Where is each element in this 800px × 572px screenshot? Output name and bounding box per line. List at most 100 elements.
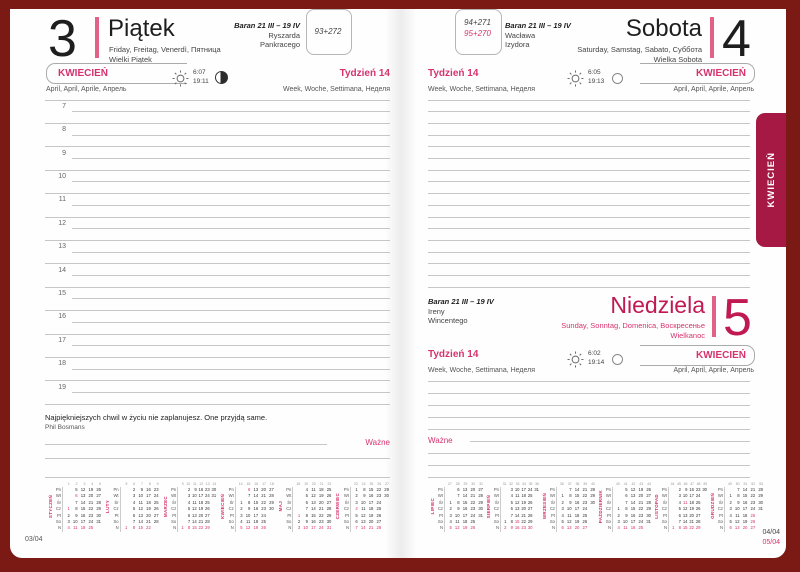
ruled-line <box>72 158 390 159</box>
left-week-number-label: Tydzień 14 <box>339 68 390 79</box>
ruled-line <box>45 146 390 148</box>
ruled-line <box>45 286 390 288</box>
mini-calendar-month-name: PAŹDZIERNIK <box>597 489 603 524</box>
mini-calendar: WRZESIEŃ 36 37 38 39 40 Pn 7 14 21 28 Wt 1 8 15 22 29 Śr 2… <box>540 481 596 532</box>
ruled-line <box>428 181 750 183</box>
hour-label: 13 <box>58 243 66 251</box>
ruled-line <box>428 393 750 394</box>
saturday-day-of-year: 94+271 <box>464 18 491 27</box>
mini-calendar-month-name: GRUDZIEŃ <box>709 493 715 520</box>
left-day-accent-bar <box>95 17 99 58</box>
moon-phase-icon <box>612 354 623 365</box>
right-page-reference: 05/04 <box>762 539 780 546</box>
saturday-week-number-label: Tydzień 14 <box>428 68 479 79</box>
ruled-line <box>428 477 750 478</box>
ruled-line <box>45 263 390 265</box>
ruled-line <box>45 356 390 358</box>
mini-calendar-grid: 27 28 29 30 31 Pn 6 13 20 27 Wt 7 14 21 28 Śr 1 8 15 22 29 Cz… <box>437 482 483 532</box>
ruled-line <box>72 275 390 276</box>
mini-calendar-month-name: MAJ <box>277 501 283 512</box>
month-tab-label: KWIECIEŃ <box>765 152 777 208</box>
ruled-line <box>72 251 390 253</box>
quote-author: Phil Bosmans <box>45 424 85 431</box>
sunday-name-day: Wincentego <box>428 316 468 325</box>
mini-calendar-grid: 1 2 3 4 5 Pn 5 12 19 26 Wt 6 13 20 27 Śr 7 14 21 28 Cz 1 8 15 22… <box>55 482 101 532</box>
ruled-line <box>428 122 750 124</box>
saturday-week-translations: Week, Woche, Settimana, Неделя <box>428 86 536 93</box>
mini-calendar-grid: 23 24 25 26 27 Pn 1 8 15 22 29 Wt 2 9 16 23 30 Śr 3 10 17 24 C… <box>343 482 389 532</box>
page-gutter <box>385 9 417 558</box>
hour-label: 8 <box>62 126 66 134</box>
hour-label: 12 <box>58 219 66 227</box>
ruled-line <box>45 310 390 312</box>
left-sunrise-time: 6:07 <box>193 69 206 76</box>
mini-calendar-grid: 31 32 33 34 35 36 Pn 3 10 17 24 31 Wt 4 11 18 25 Śr 5 12 19 2… <box>493 482 539 532</box>
mini-calendar-grid: 36 37 38 39 40 Pn 7 14 21 28 Wt 1 8 15 22 29 Śr 2 9 16 23 30 C… <box>549 482 595 532</box>
sunday-sunrise-time: 6:02 <box>588 350 601 357</box>
sunday-week-translations: Week, Woche, Settimana, Неделя <box>428 367 536 374</box>
ruled-line <box>45 122 390 124</box>
ruled-line <box>428 169 750 171</box>
ruled-line <box>428 216 750 218</box>
sunday-accent-bar <box>712 296 716 337</box>
hour-label: 10 <box>58 172 66 180</box>
ruled-line <box>45 193 390 195</box>
hour-label: 15 <box>58 289 66 297</box>
ruled-line <box>45 444 327 445</box>
mini-calendar-strip-right: LIPIEC 27 28 29 30 31 Pn 6 13 20 27 Wt 7 14 21 28 Śr 1 8 15… <box>428 481 763 532</box>
mini-calendar: CZERWIEC 23 24 25 26 27 Pn 1 8 15 22 29 Wt 2 9 16 23 30 Śr… <box>334 481 390 532</box>
saturday-month-translations: April, April, Aprile, Апрель <box>673 86 754 93</box>
ruled-line <box>428 146 750 148</box>
ruled-line <box>72 345 390 347</box>
ruled-line <box>45 216 390 218</box>
mini-calendar-month-name: LISTOPAD <box>653 494 659 519</box>
ruled-line <box>45 99 390 101</box>
ruled-line <box>428 263 750 265</box>
mini-calendar: SIERPIEŃ 31 32 33 34 35 36 Pn 3 10 17 24 31 Wt 4 11 18 25… <box>484 481 540 532</box>
mini-calendar-month-name: CZERWIEC <box>335 493 341 520</box>
mini-calendar: LISTOPAD 44 45 46 47 48 49 Pn 2 9 16 23 30 Wt 3 10 17 24 Ś… <box>652 481 708 532</box>
mini-calendar-grid: 40 41 42 43 44 Pn 5 12 19 26 Wt 6 13 20 27 Śr 7 14 21 28 Cz 1… <box>605 482 651 532</box>
saturday-day-name: Sobota <box>625 15 702 42</box>
mini-calendar-month-name: LUTY <box>105 499 111 513</box>
hour-label: 9 <box>62 149 66 157</box>
saturday-zodiac-label: Baran 21 III – 19 IV <box>505 21 571 30</box>
ruled-line <box>45 239 390 241</box>
sunday-day-name-translations: Sunday, Sonntag, Domenica, Воскресенье <box>561 321 705 330</box>
saturday-accent-bar <box>710 17 714 58</box>
mini-calendar: LUTY 5 6 7 8 9 Pn 2 9 16 23 Wt 3 10 17 24 Śr 4 11 18 25 Cz 5 12… <box>104 481 160 532</box>
ruled-line <box>45 458 390 459</box>
ruled-line <box>428 405 750 406</box>
moon-phase-icon <box>215 71 228 84</box>
month-tab[interactable]: KWIECIEŃ <box>756 113 786 247</box>
ruled-line <box>72 204 390 206</box>
hour-label: 18 <box>58 360 66 368</box>
saturday-name-day: Izydora <box>505 40 530 49</box>
left-day-of-year-box <box>306 9 352 55</box>
left-day-name: Piątek <box>108 15 175 42</box>
saturday-month-outline <box>640 63 755 84</box>
mini-calendar-month-name: LIPIEC <box>429 498 435 515</box>
ruled-line <box>428 275 750 276</box>
ruled-line <box>428 381 750 382</box>
sunday-day-of-year: 95+270 <box>464 29 491 38</box>
sunday-zodiac-label: Baran 21 III – 19 IV <box>428 297 494 306</box>
hour-label: 19 <box>58 383 66 391</box>
left-page-reference: 03/04 <box>25 536 43 543</box>
left-day-number: 3 <box>48 10 77 68</box>
mini-calendar: MARZEC 9 10 11 12 13 14 Pn 2 9 16 23 30 Wt 3 10 17 24 31 Śr… <box>161 481 217 532</box>
ruled-line <box>428 239 750 241</box>
mini-calendar-strip-left: STYCZEŃ 1 2 3 4 5 Pn 5 12 19 26 Wt 6 13 20 27 Śr 7 14 21 28 C… <box>46 481 390 532</box>
sunday-month-translations: April, April, Aprile, Апрель <box>673 367 754 374</box>
mini-calendar-grid: 14 15 16 17 18 Pn 6 13 20 27 Wt 7 14 21 28 Śr 1 8 15 22 29 Cz… <box>228 482 274 532</box>
mini-calendar-month-name: STYCZEŃ <box>47 494 53 518</box>
saturday-holiday-label: Wielka Sobota <box>653 55 702 64</box>
hour-label: 7 <box>62 102 66 110</box>
ruled-line <box>428 99 750 101</box>
mini-calendar: LIPIEC 27 28 29 30 31 Pn 6 13 20 27 Wt 7 14 21 28 Śr 1 8 15… <box>428 481 484 532</box>
sun-icon <box>172 70 189 87</box>
right-day-of-year-box <box>455 9 502 55</box>
sunday-sunset-time: 19:14 <box>588 359 605 366</box>
sun-icon <box>567 351 584 368</box>
